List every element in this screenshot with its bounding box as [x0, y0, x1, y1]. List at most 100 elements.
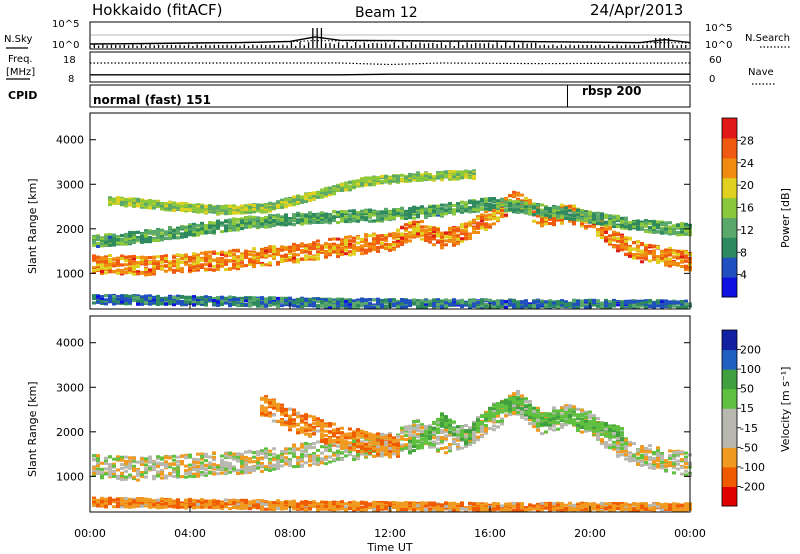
data-cell: [360, 248, 364, 252]
data-cell: [312, 255, 316, 259]
data-cell: [344, 243, 348, 246]
data-cell: [316, 304, 320, 308]
data-cell: [416, 226, 420, 229]
data-cell: [140, 236, 144, 240]
data-cell: [512, 190, 516, 194]
data-cell: [132, 263, 136, 267]
data-cell: [188, 204, 192, 208]
data-cell: [512, 203, 516, 207]
data-cell: [392, 174, 396, 178]
data-cell: [128, 260, 132, 264]
data-cell: [324, 188, 328, 192]
data-cell: [308, 255, 312, 259]
data-cell: [596, 211, 600, 215]
data-cell: [440, 171, 444, 175]
data-cell: [116, 241, 120, 245]
data-cell: [484, 203, 488, 206]
data-cell: [420, 209, 424, 213]
data-cell: [464, 229, 468, 233]
data-cell: [180, 254, 184, 257]
data-cell: [468, 233, 472, 237]
data-cell: [604, 221, 608, 225]
data-cell: [172, 270, 176, 274]
data-cell: [160, 228, 164, 232]
data-cell: [228, 267, 232, 271]
data-cell: [304, 257, 308, 261]
data-cell: [452, 238, 456, 242]
data-cell: [560, 207, 564, 211]
data-cell: [296, 258, 300, 262]
data-cell: [348, 242, 352, 246]
data-cell: [652, 253, 656, 257]
data-cell: [232, 206, 236, 210]
data-cell: [476, 201, 480, 205]
data-cell: [124, 267, 128, 271]
data-cell: [368, 242, 372, 246]
data-cell: [500, 212, 504, 216]
data-cell: [92, 268, 96, 272]
data-cell: [432, 228, 436, 231]
data-cell: [108, 297, 112, 301]
data-cell: [344, 240, 348, 244]
data-cell: [228, 225, 232, 228]
data-cell: [284, 219, 288, 223]
data-cell: [200, 266, 204, 269]
data-cell: [604, 213, 608, 217]
data-cell: [180, 260, 184, 264]
data-cell: [400, 211, 404, 215]
data-cell: [660, 227, 664, 231]
data-cell: [648, 226, 652, 229]
data-cell: [276, 200, 280, 204]
data-cell: [236, 262, 240, 266]
data-cell: [152, 272, 156, 276]
data-cell: [460, 229, 464, 233]
data-cell: [396, 244, 400, 248]
data-cell: [552, 206, 556, 210]
data-cell: [224, 258, 228, 262]
data-cell: [616, 249, 620, 253]
data-cell: [524, 196, 528, 200]
data-cell: [312, 192, 316, 196]
data-cell: [556, 211, 560, 215]
data-cell: [376, 210, 380, 214]
data-cell: [448, 232, 452, 236]
data-cell: [316, 195, 320, 199]
data-cell: [608, 222, 612, 226]
data-cell: [388, 210, 392, 214]
data-cell: [348, 250, 352, 254]
data-cell: [200, 256, 204, 260]
data-cell: [204, 298, 208, 302]
data-cell: [368, 305, 372, 309]
data-cell: [612, 238, 616, 242]
data-cell: [364, 234, 368, 238]
data-cell: [124, 234, 128, 238]
data-cell: [436, 172, 440, 176]
cpid-segment-rbsp: rbsp 200: [582, 84, 641, 98]
data-cell: [104, 260, 108, 264]
data-cell: [276, 204, 280, 208]
data-cell: [572, 208, 576, 212]
data-cell: [128, 255, 132, 259]
data-cell: [540, 212, 544, 216]
data-cell: [332, 303, 336, 307]
data-cell: [140, 258, 144, 262]
data-cell: [592, 225, 596, 229]
data-cell: [408, 239, 412, 243]
data-cell: [324, 255, 328, 259]
data-cell: [272, 296, 276, 300]
data-cell: [612, 245, 616, 249]
data-cell: [188, 263, 192, 267]
data-cell: [144, 234, 148, 237]
data-cell: [476, 215, 480, 219]
data-cell: [240, 227, 244, 230]
data-cell: [380, 214, 384, 218]
data-cell: [364, 244, 368, 248]
data-cell: [148, 270, 152, 274]
data-cell: [152, 239, 156, 243]
data-cell: [432, 204, 436, 208]
data-cell: [236, 259, 240, 263]
data-cell: [380, 179, 384, 183]
data-cell: [664, 248, 668, 252]
data-cell: [492, 211, 496, 215]
data-cell: [428, 227, 432, 231]
